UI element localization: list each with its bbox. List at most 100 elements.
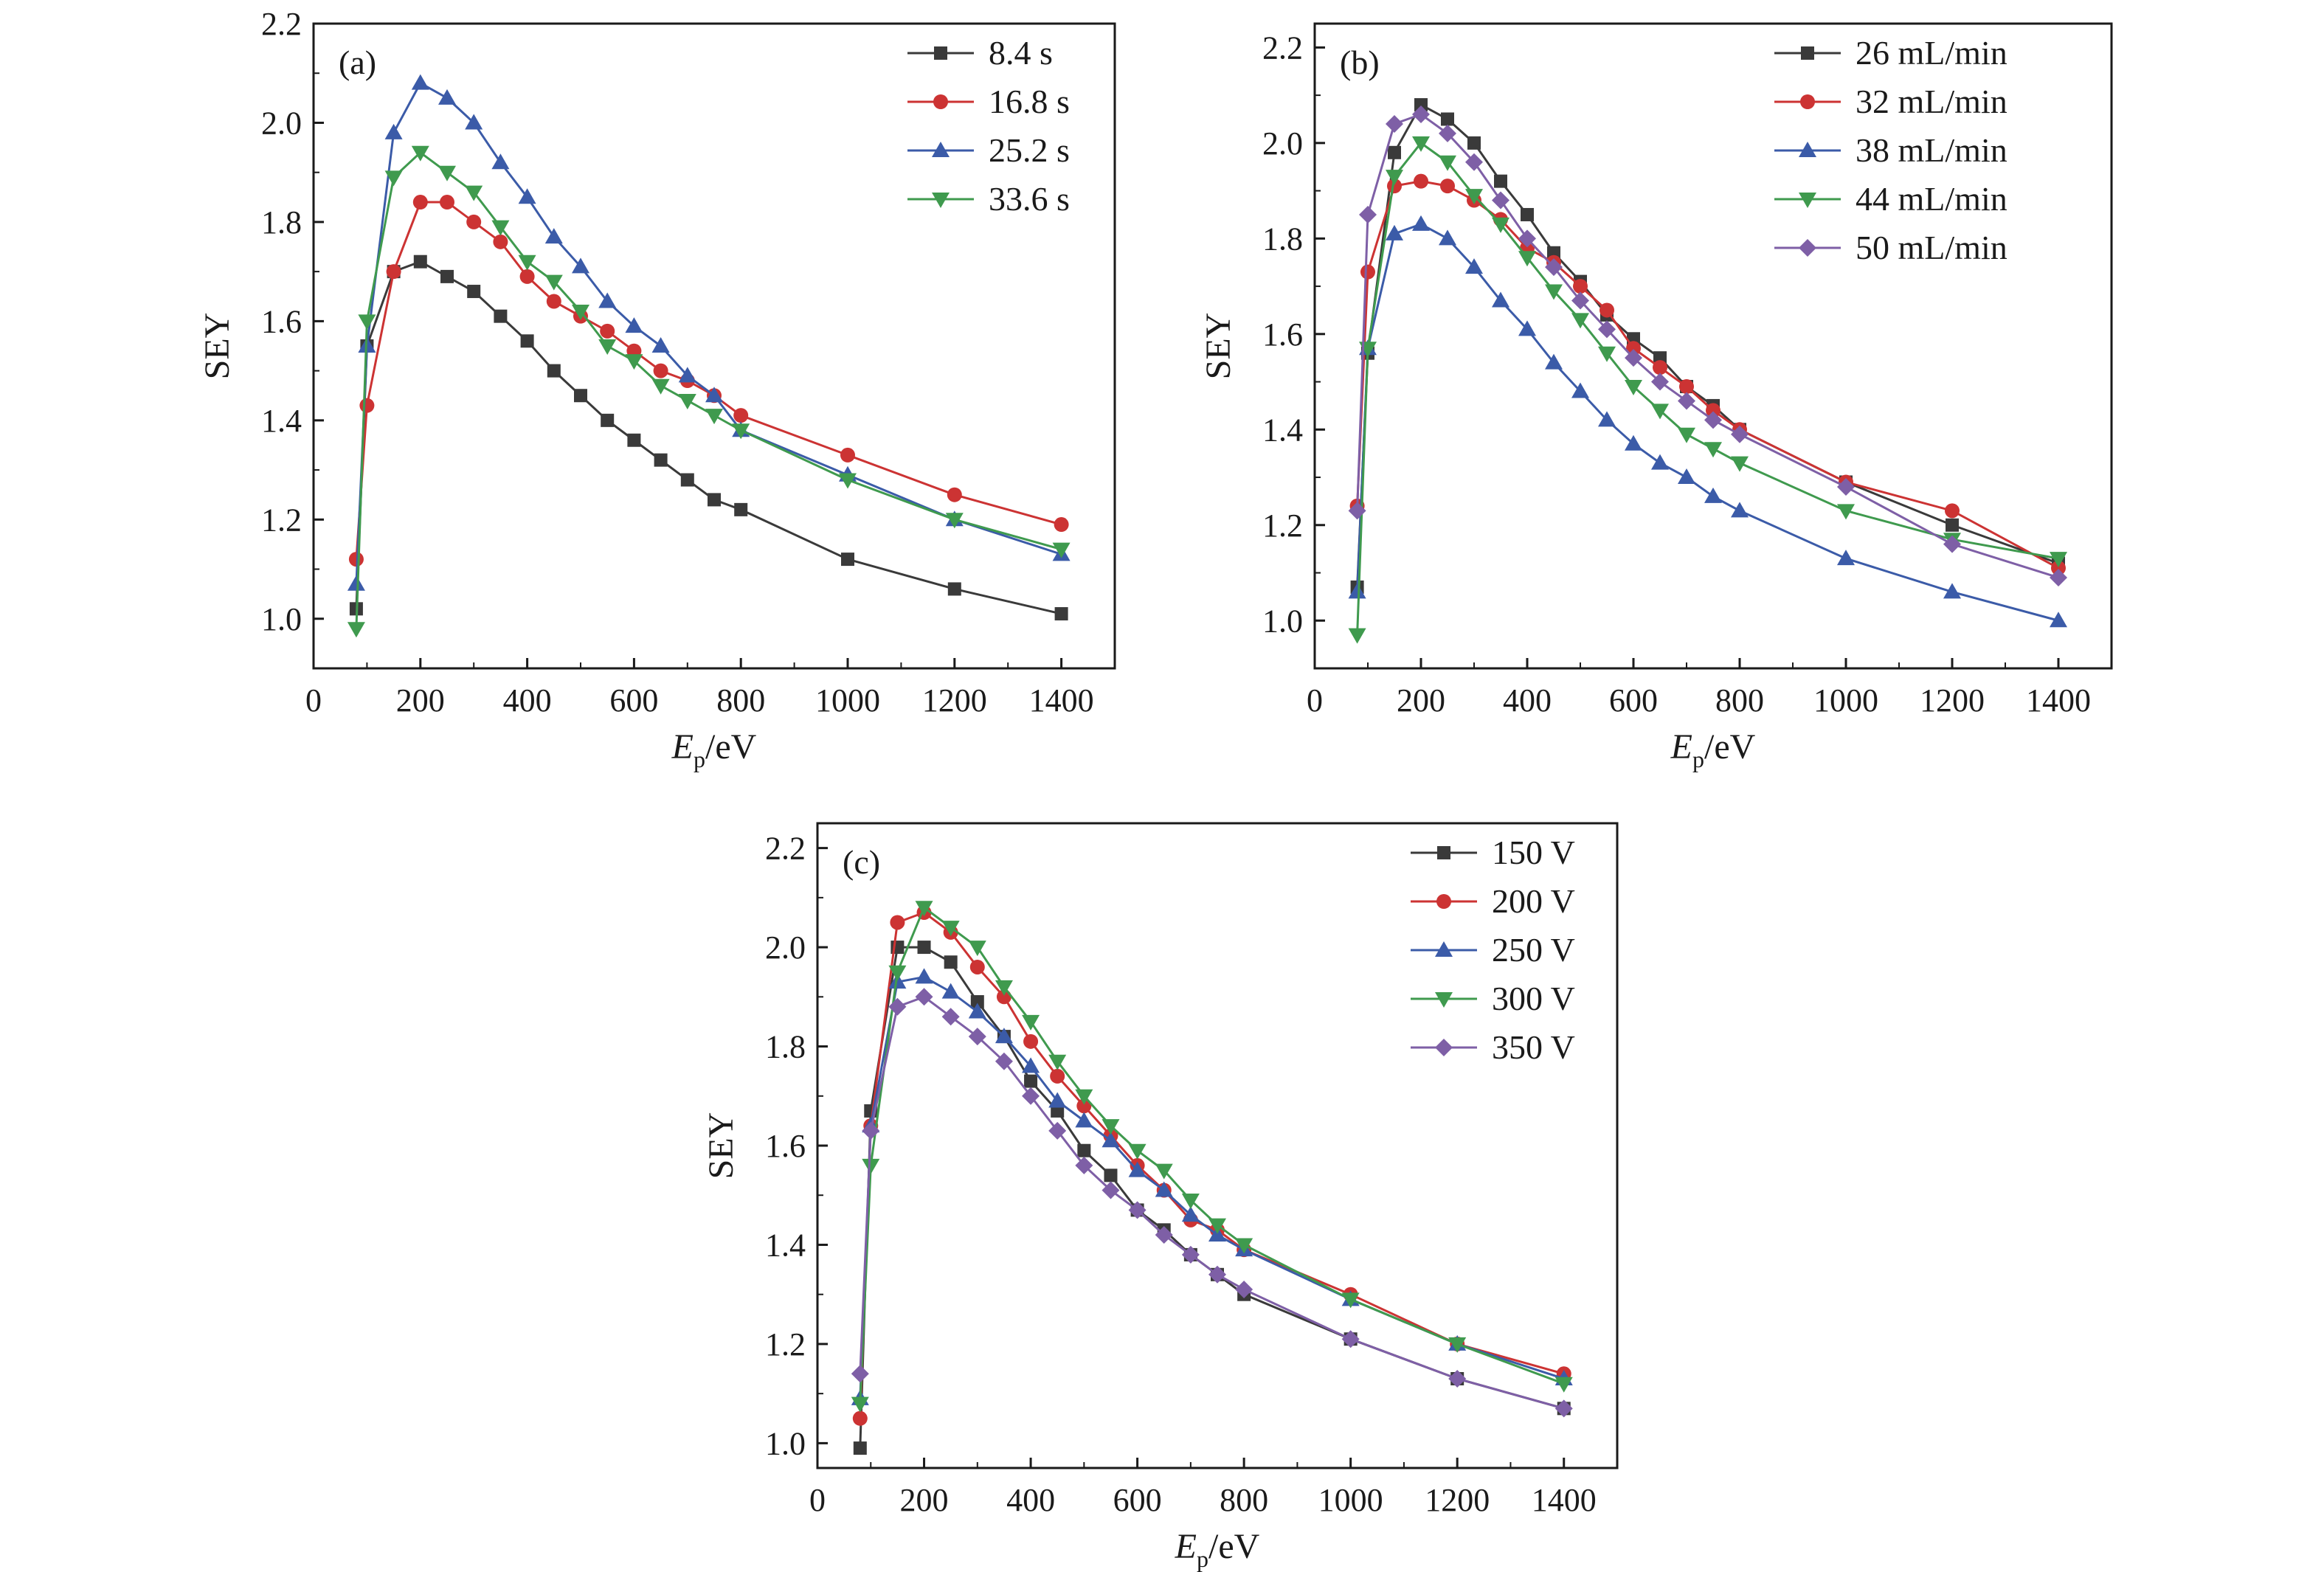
data-point [1414,173,1428,189]
data-point [491,220,510,236]
data-point [1181,1193,1200,1209]
panel-b: 0 200 400 600 800 1000 1200 1400 1.0 1.2 1.4 1.6 1.8… [1199,22,2113,772]
data-point [359,398,375,413]
data-point [1492,217,1509,233]
data-point [733,408,749,423]
legend-label: 150 V [1492,834,1575,871]
data-point [1360,264,1375,280]
series-line [355,260,1062,615]
x-axis-title: Ep/eV [671,727,757,772]
data-point [653,363,668,378]
x-axis-title: Ep/eV [1175,1527,1260,1572]
data-point [2050,552,2067,568]
data-point [1731,456,1749,472]
data-point [520,334,534,348]
data-point [1598,346,1616,362]
legend-marker [932,142,950,157]
data-point [1837,550,1855,566]
x-tick-label: 600 [609,682,658,719]
data-point [1731,425,1749,443]
data-point [627,433,641,447]
legend-entry: 26 mL/min [1774,34,2007,72]
legend-marker [1801,46,1814,60]
x-tick-label: 1200 [1425,1482,1490,1518]
data-point [1388,145,1401,159]
legend-label: 200 V [1492,882,1575,920]
series-44-ml-min [1348,136,2067,644]
data-point [1359,205,1377,224]
data-point [651,378,670,395]
x-axis-title-subscript: p [694,746,705,772]
data-point [654,453,668,467]
legend-label: 16.8 s [989,83,1070,120]
legend-label: 50 mL/min [1856,229,2007,266]
data-point [840,447,855,463]
data-point [947,487,962,502]
data-point [705,409,723,425]
data-point [1075,1089,1093,1105]
y-axis-title: SEY [198,313,237,380]
data-point [519,269,535,284]
data-point [862,1158,880,1174]
data-point [1387,179,1402,194]
data-point [1181,1245,1200,1264]
y-tick-label: 2.0 [1262,125,1303,162]
legend-entry: 8.4 s [907,34,1053,72]
data-point [438,89,456,105]
legend-marker [1435,1039,1453,1056]
x-tick-label: 1000 [1318,1482,1383,1518]
data-point [915,988,933,1006]
y-tick-label: 1.4 [1262,412,1303,448]
y-tick-label: 2.0 [261,105,302,141]
data-point [1386,224,1403,240]
y-tick-label: 1.4 [261,403,302,439]
data-point [598,292,617,308]
data-point [1494,174,1507,188]
data-point [1024,1074,1038,1088]
y-tick-label: 1.8 [1262,221,1303,257]
data-point [1050,1068,1065,1084]
legend-entry: 300 V [1411,980,1575,1017]
plot-frame [816,822,1619,1469]
y-tick-label: 1.4 [765,1227,806,1263]
legend-label: 33.6 s [989,180,1070,218]
data-point [1731,502,1749,518]
legend-label: 350 V [1492,1028,1575,1066]
x-tick-label: 1400 [1029,682,1094,719]
data-point [518,255,536,271]
data-point [347,622,365,638]
y-tick-label: 2.0 [765,929,806,966]
data-point [1077,1143,1091,1157]
data-point [625,354,643,370]
x-tick-label: 200 [900,1482,949,1518]
x-tick-label: 400 [503,682,552,719]
data-point [1571,313,1589,329]
data-point [1545,284,1563,300]
legend-entry: 32 mL/min [1774,83,2007,120]
legend-marker [1799,142,1816,157]
legend-entry: 250 V [1411,931,1575,969]
data-point [2050,612,2067,628]
data-point [888,997,907,1016]
data-point [1412,136,1430,152]
data-point [1102,1132,1120,1148]
data-point [1448,1369,1467,1388]
data-point [1651,404,1669,420]
legend-label: 32 mL/min [1856,83,2007,120]
data-point [947,582,961,596]
y-tick-label: 2.2 [765,831,806,867]
data-point [1651,454,1669,470]
legend-marker [1435,941,1453,957]
series-300-v [851,901,1573,1413]
data-point [1022,1087,1040,1105]
data-point [1678,392,1695,410]
legend-entry: 44 mL/min [1774,180,2007,218]
data-point [1128,1201,1147,1219]
legend-label: 8.4 s [989,34,1053,72]
data-point [411,74,429,90]
data-point [358,314,376,330]
x-tick-label: 0 [1307,682,1323,719]
series-line [859,905,1565,1404]
data-point [968,1028,986,1046]
data-point [915,968,933,984]
